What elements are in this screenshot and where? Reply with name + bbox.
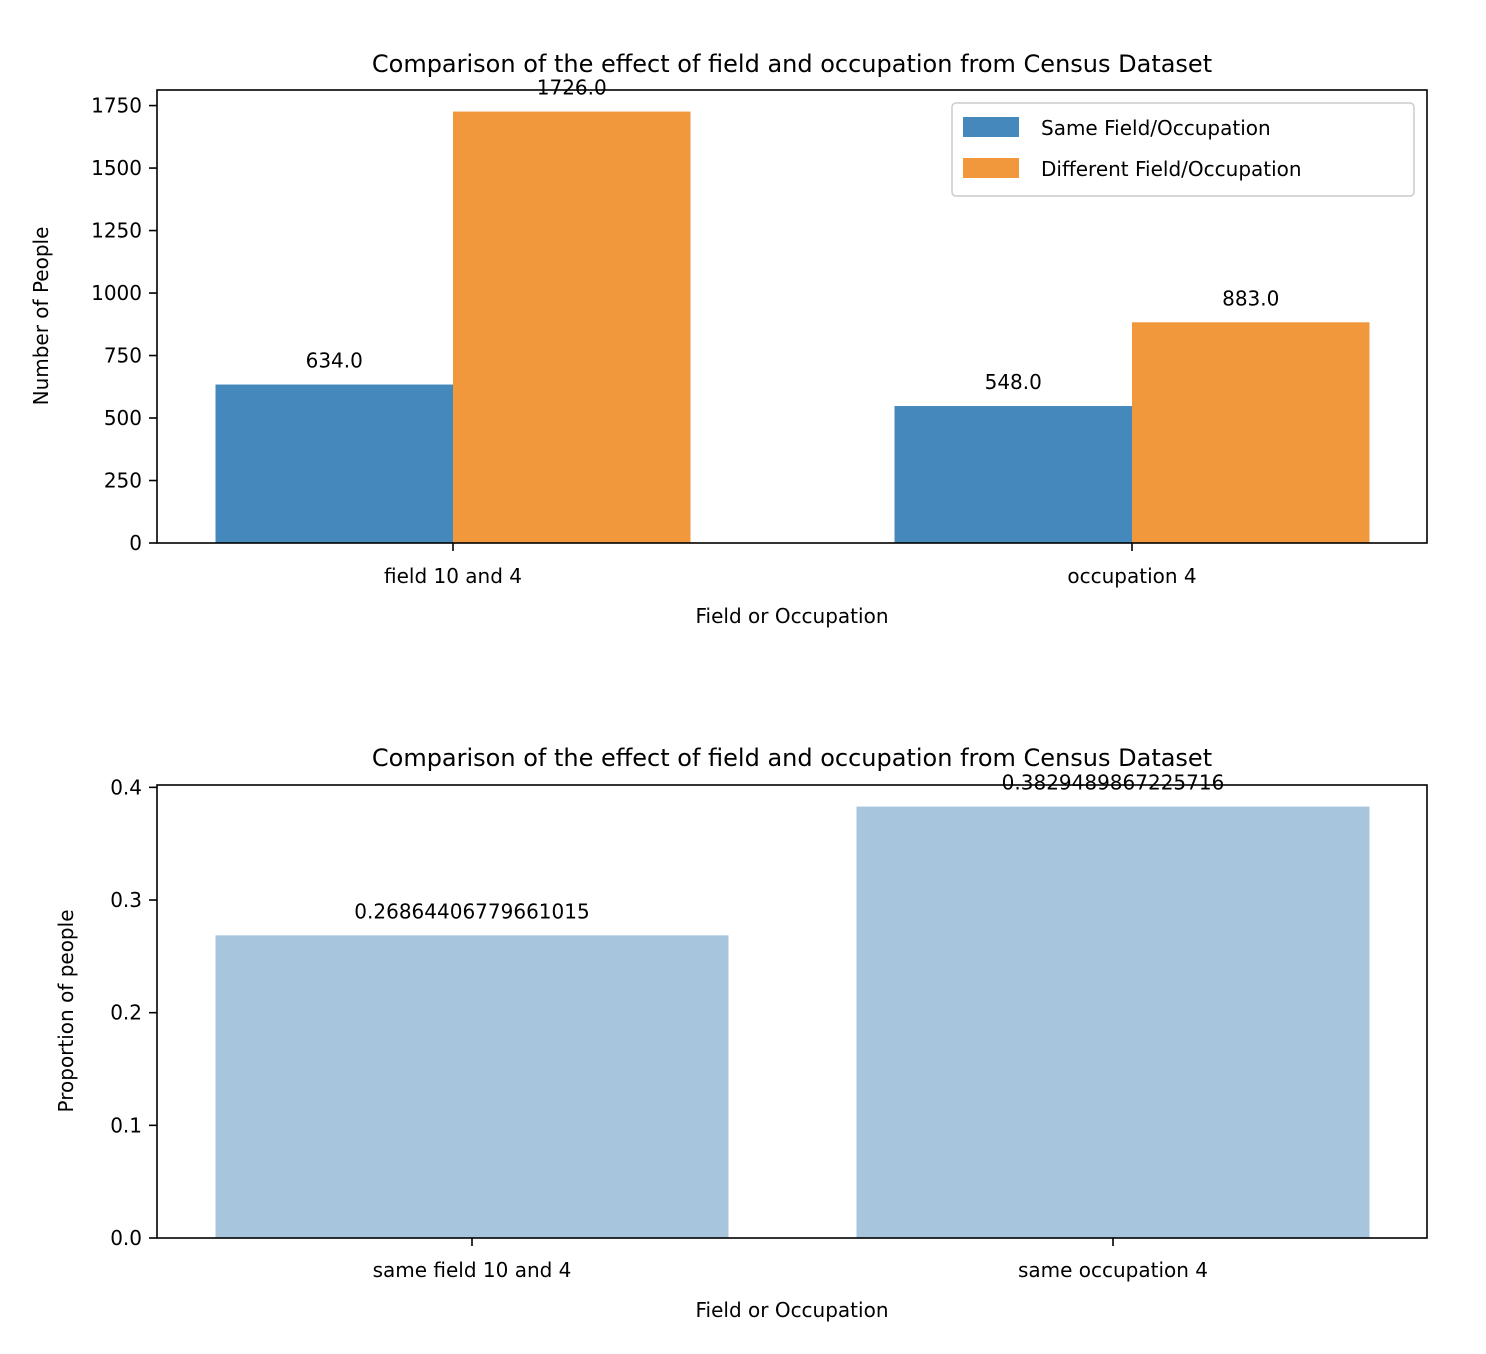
y-tick-label: 1250 (91, 219, 142, 243)
legend-swatch-same (963, 117, 1019, 137)
y-tick-label: 750 (104, 344, 142, 368)
proportion-chart-bars (215, 806, 1370, 1238)
y-tick-label: 0 (129, 531, 142, 555)
bar-same-field-occupation-field-10-and-4 (215, 384, 453, 543)
bar-value-label: 634.0 (306, 349, 363, 373)
count-chart-x-axis-label: Field or Occupation (695, 604, 888, 628)
bar-value-label: 548.0 (985, 370, 1042, 394)
proportion-chart-x-ticks: same field 10 and 4 same occupation 4 (373, 1238, 1208, 1282)
x-tick-label: same occupation 4 (1018, 1258, 1208, 1282)
bar-value-label: 0.26864406779661015 (354, 899, 589, 923)
proportion-chart-y-ticks: 0.0 0.1 0.2 0.3 0.4 (110, 775, 157, 1250)
count-chart-y-axis-label: Number of People (29, 227, 53, 406)
y-tick-label: 0.3 (110, 888, 142, 912)
y-tick-label: 0.0 (110, 1226, 142, 1250)
y-tick-label: 250 (104, 469, 142, 493)
bar-same-occupation-4 (856, 806, 1370, 1238)
legend-frame (951, 102, 1415, 197)
proportion-chart-y-axis-label: Proportion of people (54, 910, 78, 1113)
bar-same-field-occupation-occupation-4 (894, 406, 1132, 543)
legend-swatch-different (963, 158, 1019, 178)
x-tick-label: occupation 4 (1067, 564, 1196, 588)
legend-label-different: Different Field/Occupation (1041, 157, 1302, 181)
y-tick-label: 1750 (91, 94, 142, 118)
y-tick-label: 1500 (91, 156, 142, 180)
y-tick-label: 0.1 (110, 1113, 142, 1137)
proportion-chart: Comparison of the effect of field and oc… (54, 744, 1428, 1322)
y-tick-label: 0.4 (110, 775, 142, 799)
bar-same-field-10-and-4 (215, 935, 729, 1238)
x-tick-label: same field 10 and 4 (373, 1258, 572, 1282)
proportion-chart-title: Comparison of the effect of field and oc… (372, 744, 1212, 772)
bar-different-field-occupation-field-10-and-4 (453, 111, 691, 544)
count-chart-legend: Same Field/Occupation Different Field/Oc… (951, 102, 1415, 197)
y-tick-label: 500 (104, 406, 142, 430)
count-chart-bar-labels: 634.0 1726.0 548.0 883.0 (306, 76, 1280, 394)
legend-label-same: Same Field/Occupation (1041, 116, 1271, 140)
proportion-chart-bar-labels: 0.26864406779661015 0.3829489867225716 (354, 771, 1224, 924)
count-chart-title: Comparison of the effect of field and oc… (372, 50, 1212, 78)
count-chart: Comparison of the effect of field and oc… (29, 50, 1428, 628)
bar-value-label: 1726.0 (537, 76, 607, 100)
count-chart-bars (215, 111, 1370, 544)
bar-value-label: 0.3829489867225716 (1002, 771, 1225, 795)
count-chart-y-ticks: 0 250 500 750 1000 1250 1500 1750 (91, 94, 157, 555)
proportion-chart-x-axis-label: Field or Occupation (695, 1298, 888, 1322)
x-tick-label: field 10 and 4 (384, 564, 522, 588)
count-chart-plot-frame (156, 89, 1428, 544)
proportion-chart-plot-frame (156, 784, 1428, 1239)
y-tick-label: 1000 (91, 281, 142, 305)
y-tick-label: 0.2 (110, 1001, 142, 1025)
count-chart-x-ticks: field 10 and 4 occupation 4 (384, 543, 1197, 588)
bar-different-field-occupation-occupation-4 (1132, 322, 1370, 543)
bar-value-label: 883.0 (1222, 286, 1279, 310)
